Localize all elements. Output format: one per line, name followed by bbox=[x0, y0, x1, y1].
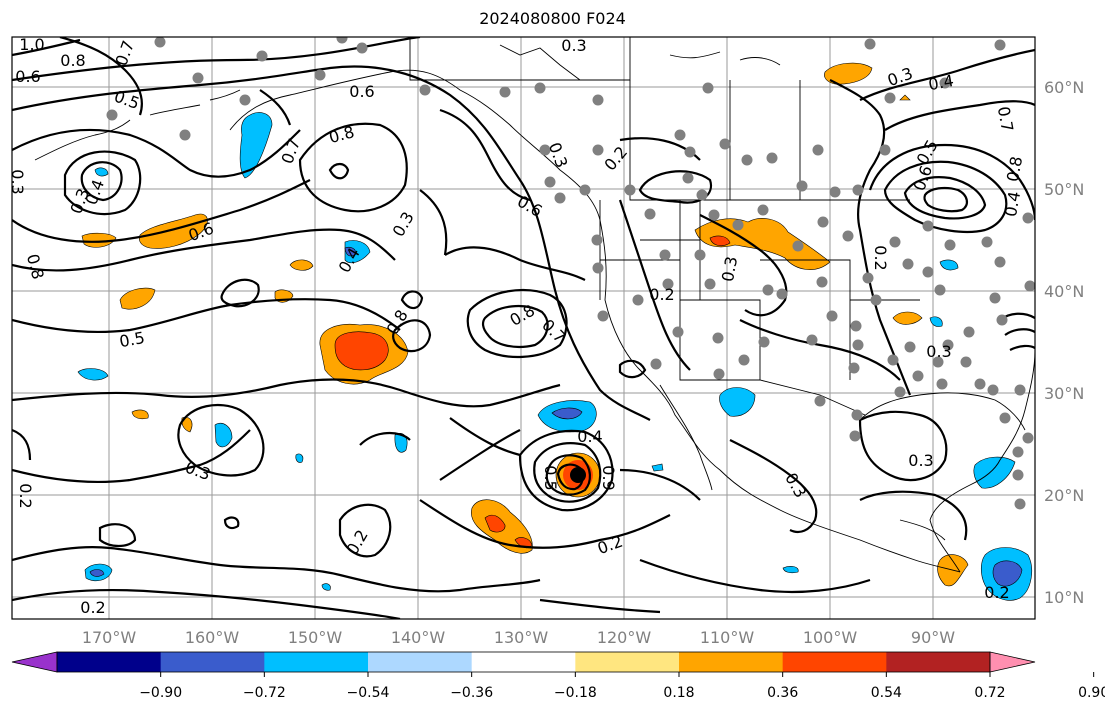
latitude-label: 40°N bbox=[1044, 282, 1084, 301]
contour-label-0-2-left-edge: 0.2 bbox=[16, 483, 35, 508]
contour-label-0-5-west-mid: 0.5 bbox=[118, 328, 146, 351]
station-markers bbox=[106, 37, 1035, 510]
colorbar-tick-label: 0.72 bbox=[974, 685, 1005, 701]
contour-label-0-3-top: 0.3 bbox=[561, 36, 586, 55]
longitude-label: 90°W bbox=[911, 628, 955, 647]
colorbar-tick-label: 0.90 bbox=[1078, 685, 1105, 701]
colorbar-tick-label: −0.36 bbox=[450, 685, 493, 701]
longitude-label: 110°W bbox=[700, 628, 755, 647]
map-title: 2024080800 F024 bbox=[479, 9, 626, 28]
contour-label-0-3-rockies: 0.3 bbox=[718, 255, 741, 283]
latitude-label: 30°N bbox=[1044, 384, 1084, 403]
map-frame bbox=[11, 36, 1036, 620]
contour-label-0-3-gulf-mexico: 0.3 bbox=[908, 451, 933, 470]
contour-label-0-2-west-us: 0.2 bbox=[649, 285, 674, 304]
contour-label-0-9-hurricane: 0.9 bbox=[599, 465, 618, 490]
latitude-label: 50°N bbox=[1044, 180, 1084, 199]
latitude-labels: 60°N 50°N 40°N 30°N 20°N 10°N bbox=[1044, 78, 1084, 607]
hurricane-core-shading bbox=[555, 452, 601, 498]
contour-label-0-3-west-edge: 0.3 bbox=[8, 169, 27, 194]
colorbar-tick-label: −0.54 bbox=[347, 685, 390, 701]
colorbar-segment bbox=[782, 652, 887, 672]
colorbar-tick-label: −0.90 bbox=[139, 685, 182, 701]
colorbar-frame bbox=[56, 651, 991, 673]
contour-label-0-6-nw: 0.6 bbox=[15, 67, 40, 86]
colorbar-tick-label: −0.72 bbox=[243, 685, 286, 701]
contour-label-1-0-nw: 1.0 bbox=[19, 35, 44, 54]
contour-label-0-8-nw: 0.8 bbox=[60, 51, 85, 70]
colorbar-segment bbox=[679, 652, 784, 672]
contour-label-0-2-caribbean: 0.2 bbox=[984, 583, 1009, 602]
longitude-label: 140°W bbox=[391, 628, 446, 647]
contour-label-0-5-hurricane: 0.5 bbox=[541, 465, 560, 490]
contour-label-0-3-southeast: 0.3 bbox=[926, 342, 951, 361]
latitude-label: 20°N bbox=[1044, 486, 1084, 505]
latitude-label: 10°N bbox=[1044, 588, 1084, 607]
colorbar-tick-labels: −0.90 −0.72 −0.54 −0.36 −0.18 0.18 0.36 0.54 0.7… bbox=[139, 685, 1105, 701]
colorbar bbox=[11, 651, 1095, 677]
colorbar-segment bbox=[368, 652, 473, 672]
colorbar-segment bbox=[886, 652, 991, 672]
colorbar-segment bbox=[575, 652, 680, 672]
colorbar-extend-high bbox=[989, 651, 1036, 673]
contour-label-0-8-east-edge: 0.8 bbox=[1003, 155, 1026, 183]
longitude-labels: 170°W 160°W 150°W 140°W 130°W 120°W 110°W 100°W… bbox=[82, 628, 955, 647]
longitude-label: 100°W bbox=[803, 628, 858, 647]
colorbar-segment bbox=[160, 652, 265, 672]
contour-label-0-2-plains: 0.2 bbox=[871, 245, 890, 270]
contour-label-0-2-bottom-left: 0.2 bbox=[80, 598, 105, 617]
longitude-label: 130°W bbox=[494, 628, 549, 647]
colorbar-segment bbox=[264, 652, 369, 672]
colorbar-extend-low bbox=[11, 651, 58, 673]
contour-label-0-6-gulf: 0.6 bbox=[349, 82, 374, 101]
contour-label-0-7-east-edge: 0.7 bbox=[994, 105, 1017, 133]
contour-label-0-4-east-edge: 0.4 bbox=[1001, 190, 1024, 218]
colorbar-tick-label: 0.36 bbox=[767, 685, 798, 701]
colorbar-tick-label: 0.18 bbox=[663, 685, 694, 701]
contour-label-0-4-canada-east: 0.4 bbox=[927, 71, 955, 94]
shaded-anomaly-field bbox=[77, 62, 1033, 601]
colorbar-tick-label: 0.54 bbox=[871, 685, 902, 701]
longitude-label: 160°W bbox=[185, 628, 240, 647]
colorbar-tick-label: −0.18 bbox=[554, 685, 597, 701]
colorbar-segment bbox=[57, 652, 162, 672]
contour-label-0-4-hurricane: 0.4 bbox=[577, 427, 602, 446]
latitude-label: 60°N bbox=[1044, 78, 1084, 97]
longitude-label: 150°W bbox=[288, 628, 343, 647]
colorbar-segment bbox=[471, 652, 576, 672]
longitude-label: 120°W bbox=[597, 628, 652, 647]
longitude-label: 170°W bbox=[82, 628, 137, 647]
contour-lines bbox=[12, 37, 1035, 619]
